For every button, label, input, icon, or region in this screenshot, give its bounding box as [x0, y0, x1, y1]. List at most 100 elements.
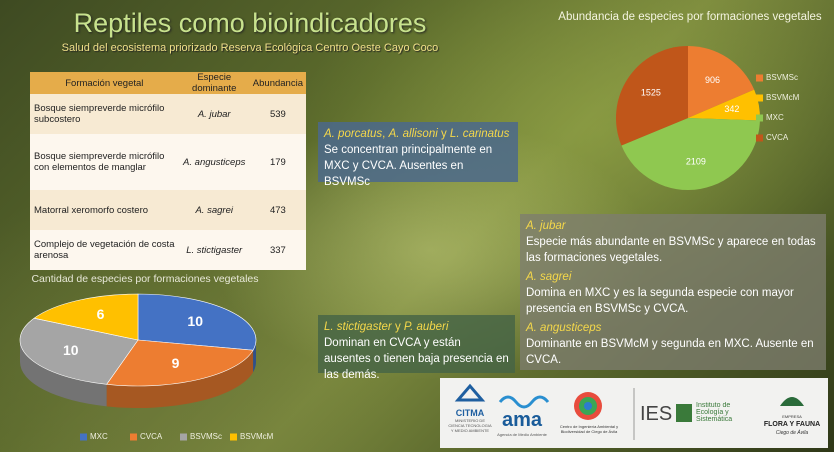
- table-row: Bosque siempreverde micrófilo subcostero…: [30, 94, 306, 134]
- ama-icon: [498, 395, 550, 409]
- data-label: 906: [705, 75, 720, 85]
- species-text: Domina en MXC y es la segunda especie co…: [526, 287, 794, 315]
- legend-swatch: [756, 114, 763, 122]
- note: L. stictigaster y P. auberi Dominan en CV…: [318, 315, 515, 381]
- logos: CITMA MINISTERIO DE CIENCIA TECNOLOGIA Y…: [448, 383, 820, 440]
- legend-swatch: [130, 433, 137, 441]
- species-text: Dominante en BSVMcM y segunda en MXC. Au…: [526, 338, 814, 366]
- species-notes: A. jubar Especie más abundante en BSVMSc …: [520, 214, 826, 370]
- table-cell: L. stictigaster: [178, 230, 250, 270]
- logo-text: Agencia de Medio Ambiente: [497, 432, 548, 437]
- heading-part: A. porcatus: [324, 128, 383, 140]
- column-header: Formación vegetal: [30, 72, 179, 94]
- heading-part: L. stictigaster: [324, 321, 392, 333]
- data-label: 9: [172, 355, 180, 371]
- species-note: A. jubar Especie más abundante en BSVMSc …: [526, 218, 820, 266]
- table-cell: A. sagrei: [178, 190, 250, 230]
- species-name: A. angusticeps: [526, 322, 602, 334]
- data-label: 342: [724, 104, 739, 114]
- species-note: A. angusticeps Dominante en BSVMcM y segu…: [526, 320, 820, 368]
- chart-title: Cantidad de especies por formaciones veg…: [31, 273, 258, 285]
- pie-slice: [33, 293, 139, 341]
- pie-slice: [688, 46, 755, 118]
- table-row: Complejo de vegetación de costa arenosa L…: [30, 230, 306, 270]
- table-cell: Complejo de vegetación de costa arenosa: [30, 230, 179, 270]
- logo-text: MINISTERIO DE CIENCIA TECNOLOGIA Y MEDIO…: [448, 418, 492, 433]
- heading-part: P. auberi: [403, 321, 449, 333]
- logo-text: Ciego de Ávila: [776, 429, 808, 436]
- logo-text: CITMA: [456, 408, 485, 418]
- pie-slice: [688, 89, 760, 121]
- note-heading: L. stictigaster y P. auberi: [324, 319, 509, 335]
- table-cell: Bosque siempreverde micrófilo con elemen…: [30, 134, 179, 190]
- pie-slice: [137, 293, 257, 351]
- species-note: A. sagrei Domina en MXC y es la segunda e…: [526, 269, 820, 317]
- legend-label: BSVMSc: [190, 432, 222, 441]
- legend-label: CVCA: [140, 432, 163, 441]
- table-cell: A. angusticeps: [178, 134, 250, 190]
- table-cell: 179: [249, 134, 306, 190]
- pie-slice: [616, 46, 688, 146]
- pie-slice: [19, 317, 139, 385]
- logo-bar: CITMA MINISTERIO DE CIENCIA TECNOLOGIA Y…: [440, 378, 828, 448]
- ies-icon: [676, 404, 692, 422]
- table-cell: 337: [249, 230, 306, 270]
- logo-text: IES: [640, 403, 672, 425]
- data-label: 1525: [641, 88, 661, 98]
- species-name: A. jubar: [526, 220, 566, 232]
- pie-slice: [106, 339, 254, 387]
- subtitle: Salud del ecosistema priorizado Reserva …: [61, 42, 439, 54]
- heading-part: L. carinatus: [449, 128, 510, 140]
- note-body: Dominan en CVCA y están ausentes o tiene…: [324, 337, 509, 381]
- table-row: Matorral xeromorfo costero A. sagrei 473: [30, 190, 306, 230]
- table-cell: Matorral xeromorfo costero: [30, 190, 179, 230]
- legend-label: BSVMcM: [766, 93, 800, 102]
- legend-swatch: [756, 134, 763, 142]
- pie-slice-side: [106, 350, 254, 408]
- heading-part: y: [391, 321, 404, 333]
- legend-label: MXC: [766, 113, 784, 122]
- table-cell: 473: [249, 190, 306, 230]
- logo-text: Instituto de Ecología y Sistemática: [696, 402, 733, 423]
- species-text: Especie más abundante en BSVMSc y aparec…: [526, 236, 816, 264]
- legend-swatch: [180, 433, 187, 441]
- legend-label: MXC: [90, 432, 108, 441]
- legend-swatch: [756, 94, 763, 102]
- legend-label: BSVMcM: [240, 432, 274, 441]
- table-cell: 539: [249, 94, 306, 134]
- column-header: Abundancia: [249, 72, 306, 94]
- data-label: 2109: [686, 156, 706, 166]
- title: Reptiles como bioindicadores: [73, 8, 427, 38]
- column-header: Especie dominante: [178, 72, 250, 94]
- data-label: 10: [187, 313, 203, 329]
- table-row: Bosque siempreverde micrófilo con elemen…: [30, 134, 306, 190]
- legend-label: CVCA: [766, 133, 789, 142]
- heading-part: ,: [382, 128, 389, 140]
- legend-swatch: [80, 433, 87, 441]
- pie-slice-side: [253, 340, 256, 373]
- logo-text: Centro de Ingeniería Ambiental y Biodive…: [559, 424, 619, 434]
- table-cell: A. jubar: [178, 94, 250, 134]
- table: Formación vegetal Especie dominante Abunda…: [30, 72, 306, 270]
- note-heading: A. porcatus, A. allisoni y L. carinatus: [324, 126, 512, 142]
- chart-title: Abundancia de especies por formaciones v…: [558, 11, 822, 23]
- note: A. porcatus, A. allisoni y L. carinatus S…: [318, 122, 518, 188]
- data-label: 6: [97, 306, 105, 322]
- table-header: Formación vegetal Especie dominante Abunda…: [30, 72, 306, 94]
- legend-swatch: [230, 433, 237, 441]
- citma-icon: [454, 383, 486, 402]
- species-name: A. sagrei: [526, 271, 572, 283]
- logo-text: EMPRESA: [782, 414, 802, 419]
- logo-text: ama: [502, 409, 543, 431]
- ff-icon: [780, 397, 804, 406]
- logo-text: FLORA Y FAUNA: [764, 421, 820, 428]
- data-label: 10: [63, 342, 79, 358]
- legend-swatch: [756, 74, 763, 82]
- legend-label: BSVMSc: [766, 73, 798, 82]
- heading-part: A. allisoni: [388, 128, 438, 140]
- heading-part: y: [437, 128, 450, 140]
- note-body: Se concentran principalmente en MXC y CV…: [324, 144, 493, 188]
- pie-slice: [621, 118, 760, 190]
